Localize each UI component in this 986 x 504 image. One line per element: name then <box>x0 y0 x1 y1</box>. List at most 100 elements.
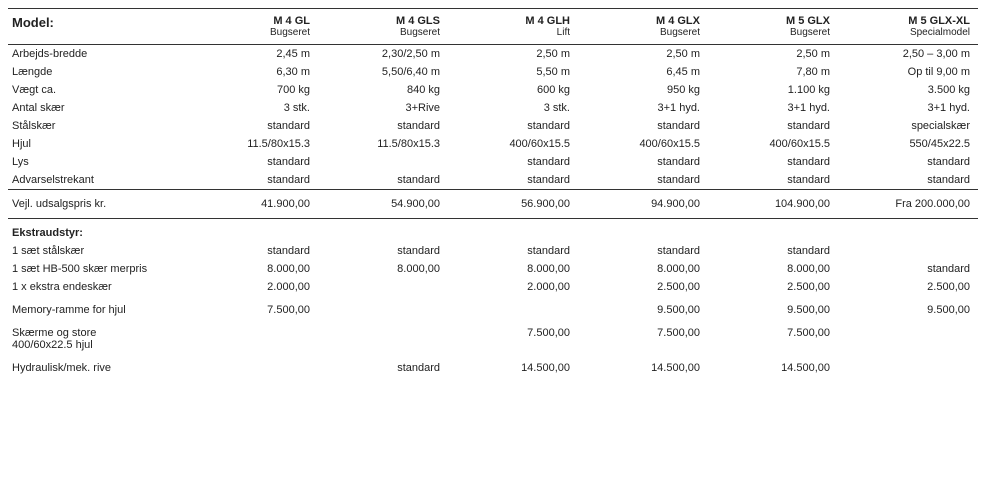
cell: 7.500,00 <box>578 319 708 354</box>
cell: 7,80 m <box>708 63 838 81</box>
cell <box>448 219 578 243</box>
row-label: Advarselstrekant <box>8 171 188 190</box>
cell: standard <box>578 171 708 190</box>
table-row: 1 sæt HB-500 skær merpris8.000,008.000,0… <box>8 260 978 278</box>
cell: standard <box>448 153 578 171</box>
cell: standard <box>188 171 318 190</box>
model-sub: Specialmodel <box>842 27 970 38</box>
cell: 7.500,00 <box>448 319 578 354</box>
cell: 2.000,00 <box>448 278 578 296</box>
cell: 5,50 m <box>448 63 578 81</box>
cell: 2.000,00 <box>188 278 318 296</box>
cell: Fra 200.000,00 <box>838 190 978 219</box>
table-row: Arbejds-bredde2,45 m2,30/2,50 m2,50 m2,5… <box>8 45 978 64</box>
cell: 8.000,00 <box>448 260 578 278</box>
cell: standard <box>708 171 838 190</box>
table-row: Vægt ca.700 kg840 kg600 kg950 kg1.100 kg… <box>8 81 978 99</box>
cell: 2.500,00 <box>838 278 978 296</box>
row-label: Skærme og store 400/60x22.5 hjul <box>8 319 188 354</box>
cell: 3+1 hyd. <box>708 99 838 117</box>
cell: 3+1 hyd. <box>578 99 708 117</box>
table-row: Antal skær3 stk.3+Rive3 stk.3+1 hyd.3+1 … <box>8 99 978 117</box>
row-label: Lys <box>8 153 188 171</box>
cell: 11.5/80x15.3 <box>188 135 318 153</box>
table-row: Vejl. udsalgspris kr.41.900,0054.900,005… <box>8 190 978 219</box>
model-name: M 4 GLS <box>322 15 440 27</box>
cell <box>188 219 318 243</box>
cell: 6,45 m <box>578 63 708 81</box>
model-name: M 4 GLX <box>582 15 700 27</box>
cell <box>318 153 448 171</box>
cell: 700 kg <box>188 81 318 99</box>
cell <box>838 242 978 260</box>
model-sub: Lift <box>452 27 570 38</box>
model-sub: Bugseret <box>192 27 310 38</box>
cell: 2.500,00 <box>578 278 708 296</box>
cell: standard <box>708 153 838 171</box>
cell: 3+Rive <box>318 99 448 117</box>
model-name: M 4 GLH <box>452 15 570 27</box>
cell: 1.100 kg <box>708 81 838 99</box>
cell: 9.500,00 <box>578 296 708 319</box>
table-row: Stålskærstandardstandardstandardstandard… <box>8 117 978 135</box>
row-label: Hjul <box>8 135 188 153</box>
cell: 8.000,00 <box>578 260 708 278</box>
cell: standard <box>578 117 708 135</box>
cell: standard <box>708 242 838 260</box>
cell: 8.000,00 <box>708 260 838 278</box>
spec-table: Model: M 4 GLBugseret M 4 GLSBugseret M … <box>8 8 978 377</box>
table-row: Memory-ramme for hjul7.500,00 9.500,009.5… <box>8 296 978 319</box>
cell: 2,50 – 3,00 m <box>838 45 978 64</box>
cell: 54.900,00 <box>318 190 448 219</box>
model-sub: Bugseret <box>712 27 830 38</box>
col-header: M 5 GLXBugseret <box>708 9 838 45</box>
cell: 600 kg <box>448 81 578 99</box>
cell: 950 kg <box>578 81 708 99</box>
row-label: Vejl. udsalgspris kr. <box>8 190 188 219</box>
table-row: 1 sæt stålskærstandardstandardstandardst… <box>8 242 978 260</box>
cell: standard <box>448 117 578 135</box>
cell: 2,50 m <box>448 45 578 64</box>
cell <box>318 278 448 296</box>
cell: 11.5/80x15.3 <box>318 135 448 153</box>
table-row: Lysstandardstandardstandardstandardstand… <box>8 153 978 171</box>
cell: 94.900,00 <box>578 190 708 219</box>
row-label: Længde <box>8 63 188 81</box>
cell: 14.500,00 <box>448 354 578 377</box>
cell <box>578 219 708 243</box>
cell: standard <box>838 171 978 190</box>
cell: 2,30/2,50 m <box>318 45 448 64</box>
cell: 550/45x22.5 <box>838 135 978 153</box>
col-header: M 4 GLBugseret <box>188 9 318 45</box>
cell: 2,50 m <box>708 45 838 64</box>
cell <box>838 319 978 354</box>
row-label: 1 x ekstra endeskær <box>8 278 188 296</box>
model-name: M 5 GLX <box>712 15 830 27</box>
cell: 7.500,00 <box>188 296 318 319</box>
cell: 2,45 m <box>188 45 318 64</box>
col-header: M 5 GLX-XLSpecialmodel <box>838 9 978 45</box>
header-label: Model: <box>8 9 188 45</box>
row-label: Hydraulisk/mek. rive <box>8 354 188 377</box>
cell: standard <box>708 117 838 135</box>
table-row: Advarselstrekantstandardstandardstandard… <box>8 171 978 190</box>
cell: specialskær <box>838 117 978 135</box>
row-label: Antal skær <box>8 99 188 117</box>
cell: standard <box>318 117 448 135</box>
cell <box>318 219 448 243</box>
row-label: Vægt ca. <box>8 81 188 99</box>
cell: 41.900,00 <box>188 190 318 219</box>
model-sub: Bugseret <box>322 27 440 38</box>
row-label: Memory-ramme for hjul <box>8 296 188 319</box>
row-label: Ekstraudstyr: <box>8 219 188 243</box>
cell: 9.500,00 <box>708 296 838 319</box>
cell <box>188 319 318 354</box>
cell: 2.500,00 <box>708 278 838 296</box>
cell: standard <box>188 153 318 171</box>
cell <box>188 354 318 377</box>
col-header: M 4 GLSBugseret <box>318 9 448 45</box>
cell <box>838 354 978 377</box>
cell: 14.500,00 <box>708 354 838 377</box>
table-row: Hydraulisk/mek. rivestandard14.500,0014.… <box>8 354 978 377</box>
header-row: Model: M 4 GLBugseret M 4 GLSBugseret M … <box>8 9 978 45</box>
